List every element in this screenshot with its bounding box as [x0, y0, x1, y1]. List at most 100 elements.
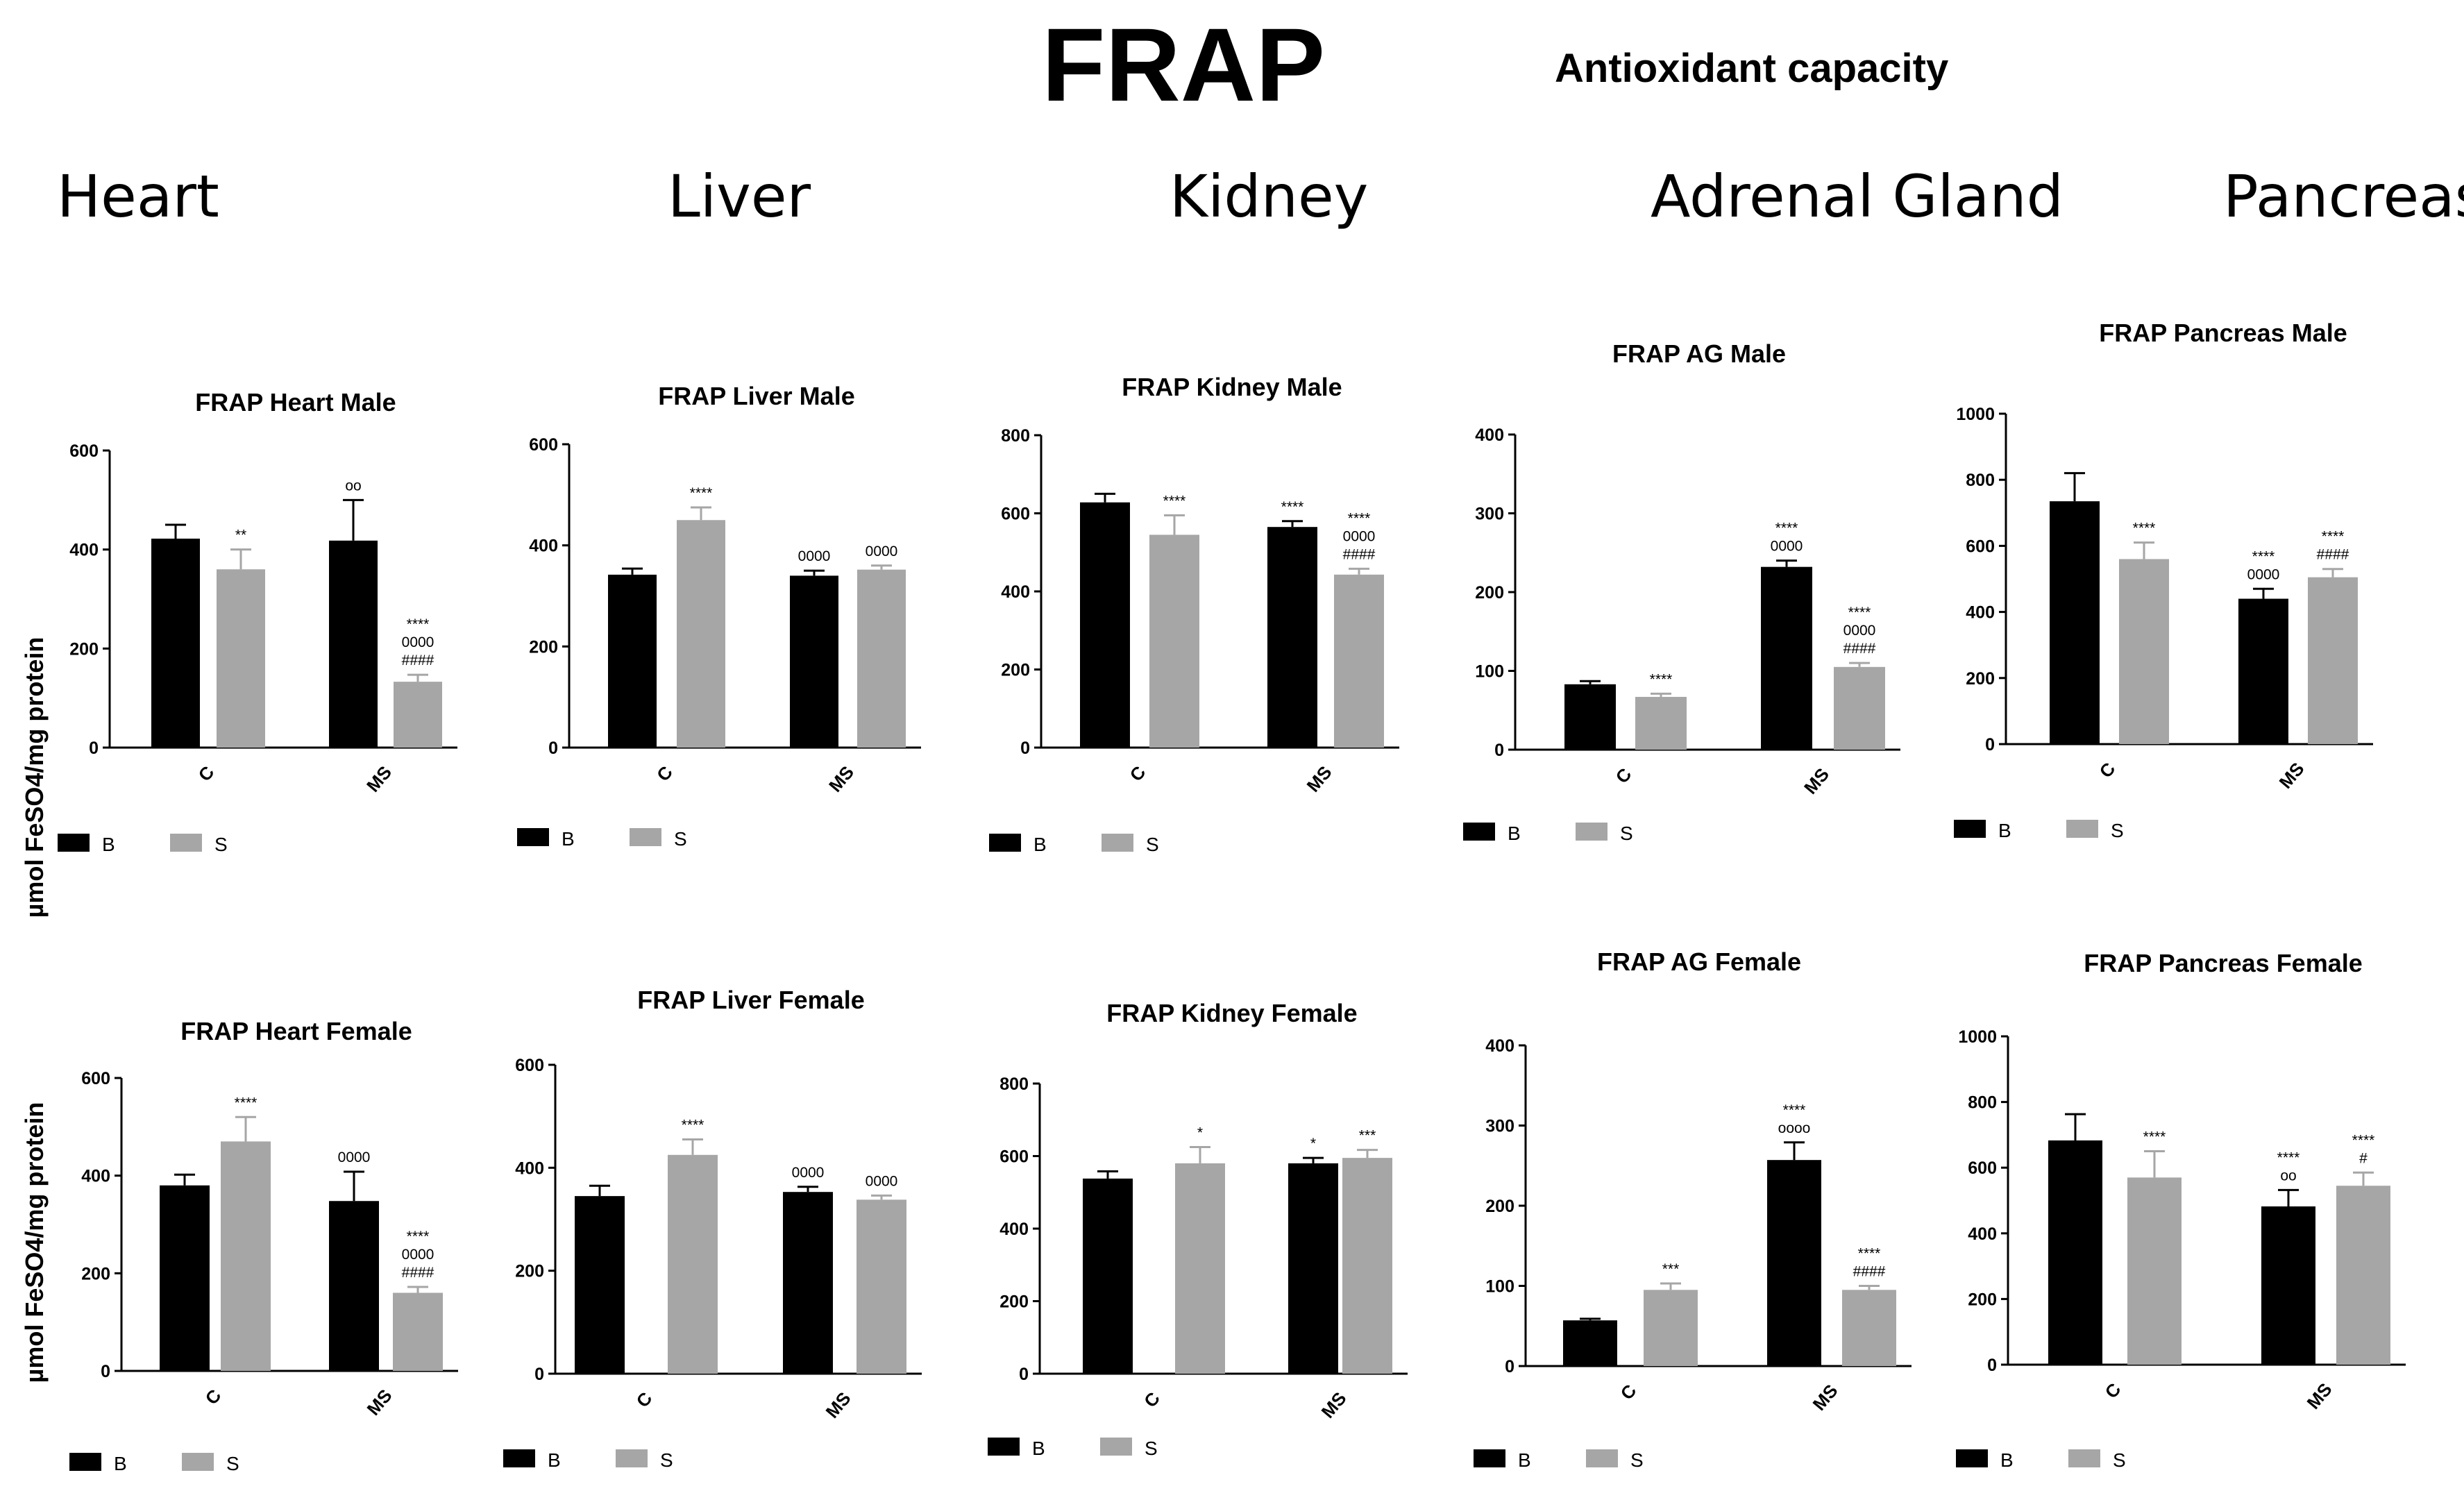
bar-B-C [2050, 501, 2100, 744]
x-category-label: C [632, 1388, 657, 1411]
legend-swatch-S [170, 834, 202, 852]
bar-B-MS [1288, 1163, 1338, 1374]
x-category-label: MS [1317, 1388, 1351, 1422]
x-category-label: MS [1809, 1381, 1842, 1415]
bar-S-MS [393, 1292, 443, 1371]
legend-label-S: S [660, 1449, 673, 1471]
y-tick-label: 0 [1020, 739, 1030, 758]
y-tick-label: 200 [1966, 669, 1995, 689]
significance-annotation: 0000 [1343, 528, 1376, 544]
legend-label-S: S [1630, 1449, 1644, 1471]
y-tick-label: 300 [1485, 1117, 1514, 1136]
bar-B-MS [1761, 566, 1812, 750]
bar-B-MS [790, 575, 838, 748]
y-tick-label: 0 [1494, 741, 1504, 760]
significance-annotation: 0000 [402, 1247, 434, 1263]
x-category-label: C [1126, 761, 1150, 785]
significance-annotation: #### [1343, 546, 1376, 562]
y-tick-label: 600 [999, 1147, 1029, 1167]
bar-S-C [2127, 1177, 2182, 1365]
significance-annotation: 0000 [2247, 566, 2280, 582]
legend-label-B: B [1032, 1438, 1045, 1459]
legend-swatch-S [182, 1453, 214, 1471]
bar-B-C [1080, 502, 1130, 748]
significance-annotation: #### [1843, 641, 1876, 657]
x-category-label: MS [825, 762, 858, 796]
y-tick-label: 1000 [1956, 405, 1995, 424]
y-tick-label: 400 [1968, 1224, 1997, 1244]
significance-annotation: 0000 [1843, 623, 1876, 639]
legend-swatch-S [1100, 1438, 1132, 1456]
bar-S-MS [857, 569, 906, 748]
chart-2: FRAP Liver Male 0 200 400 600 **** C 0000 0000 MS… [517, 382, 921, 850]
x-category-label: C [201, 1385, 226, 1408]
chart-7: FRAP Liver Female 0 200 400 600 **** C 0000 0000… [503, 986, 922, 1471]
significance-annotation: 0000 [1771, 539, 1803, 555]
y-tick-label: 0 [548, 739, 558, 758]
significance-annotation: **** [2143, 1129, 2166, 1145]
y-tick-label: 600 [69, 441, 99, 461]
bar-S-C [668, 1154, 718, 1374]
legend-swatch-S [2066, 820, 2098, 838]
y-tick-label: 300 [1475, 505, 1504, 524]
significance-annotation: **** [407, 616, 430, 632]
significance-annotation: **** [1783, 1102, 1806, 1118]
y-tick-label: 400 [999, 1220, 1029, 1239]
significance-annotation: oo [2280, 1168, 2296, 1183]
bar-S-C [217, 569, 265, 748]
x-category-label: C [1617, 1380, 1641, 1404]
y-tick-label: 200 [529, 637, 558, 657]
y-tick-label: 600 [1966, 537, 1995, 556]
bar-B-MS [329, 540, 378, 748]
legend-swatch-B [989, 834, 1021, 852]
significance-annotation: 0000 [338, 1149, 371, 1165]
legend-label-B: B [1508, 823, 1521, 844]
significance-annotation: oo [345, 478, 361, 494]
legend-label-B: B [548, 1449, 561, 1471]
y-tick-label: 200 [1001, 661, 1030, 680]
y-tick-label: 800 [1968, 1093, 1997, 1113]
organ-adrenal: Adrenal Gland [1651, 162, 2064, 230]
bar-B-C [151, 538, 200, 748]
bar-S-MS [1842, 1290, 1896, 1366]
bar-S-MS [1342, 1158, 1392, 1374]
legend-label-B: B [2000, 1449, 2014, 1471]
x-category-label: MS [822, 1388, 855, 1422]
significance-annotation: **** [682, 1118, 704, 1134]
x-category-label: C [2095, 758, 2120, 782]
significance-annotation: **** [1348, 510, 1371, 526]
significance-annotation: **** [1650, 671, 1673, 687]
bar-B-MS [1267, 527, 1317, 748]
significance-annotation: **** [1858, 1246, 1881, 1262]
x-category-label: MS [363, 1385, 396, 1420]
x-category-label: MS [2303, 1379, 2336, 1413]
y-tick-label: 100 [1475, 662, 1504, 682]
bar-B-C [160, 1185, 210, 1371]
organ-heart: Heart [57, 162, 219, 230]
significance-annotation: * [1310, 1136, 1316, 1152]
bar-B-C [1563, 1320, 1617, 1366]
significance-annotation: 0000 [792, 1165, 825, 1181]
organ-pancreas: Pancreas [2223, 162, 2464, 230]
legend-label-S: S [2111, 820, 2124, 841]
y-tick-label: 200 [1485, 1197, 1514, 1216]
significance-annotation: **** [2133, 521, 2156, 537]
bar-B-C [1564, 684, 1616, 750]
y-axis-label-female: µmol FeSO4/mg protein [20, 1102, 49, 1383]
y-tick-label: 0 [1505, 1357, 1514, 1376]
bar-S-MS [2308, 577, 2358, 744]
y-tick-label: 800 [999, 1075, 1029, 1094]
significance-annotation: **** [2322, 529, 2345, 545]
legend-label-S: S [2113, 1449, 2126, 1471]
chart-title: FRAP Heart Male [195, 388, 396, 416]
x-category-label: MS [2275, 759, 2309, 793]
bar-S-C [1644, 1290, 1698, 1366]
x-category-label: C [652, 761, 677, 785]
significance-annotation: **** [1163, 493, 1186, 509]
chart-4: FRAP AG Male 0 100 200 300 400 **** C **** 0000 **… [1463, 339, 1900, 844]
organ-liver: Liver [668, 162, 811, 230]
significance-annotation: #### [2317, 547, 2349, 563]
figure-subtitle: Antioxidant capacity [1555, 46, 1948, 91]
x-category-label: C [1612, 764, 1636, 787]
